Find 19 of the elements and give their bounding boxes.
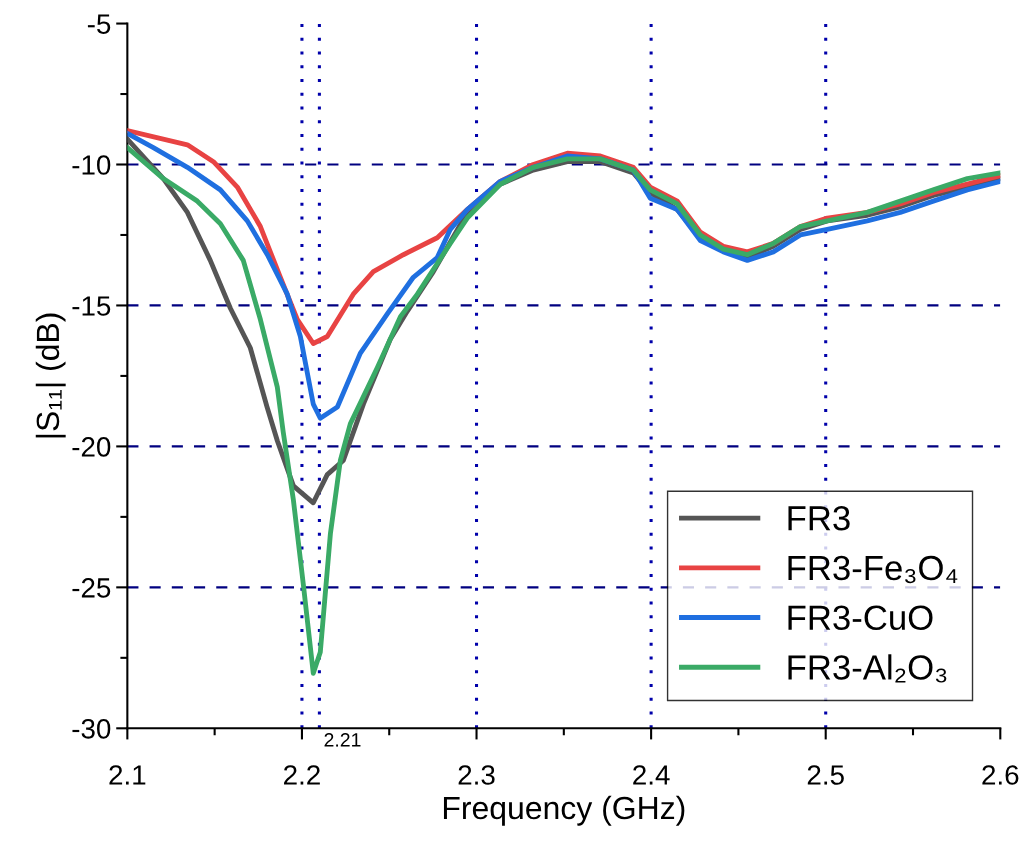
y-tick-label: -25: [72, 578, 111, 598]
x-tick-label: 2.2: [284, 765, 320, 785]
x-tick-label: 2.6: [982, 765, 1019, 785]
y-tick-label: -15: [72, 296, 111, 316]
y-tick-label: -30: [72, 718, 111, 739]
x-tick-label: 2.3: [458, 765, 495, 785]
x-tick-label: 2.4: [633, 765, 670, 785]
x-tick-label: 2.5: [807, 765, 844, 785]
y-tick-label: -20: [72, 437, 111, 457]
legend-label: FR3-Al₂O₃: [788, 654, 947, 683]
legend-label: FR3-CuO: [788, 605, 933, 631]
y-tick-label: -10: [72, 155, 111, 175]
legend-label: FR3: [788, 506, 850, 531]
y-tick-label: -5: [87, 14, 111, 34]
ref-line-label: 2.21: [324, 732, 361, 747]
x-tick-label: 2.1: [109, 765, 146, 785]
x-axis-title: Frequency (GHz): [443, 795, 685, 826]
y-axis-title: |S₁₁| (dB): [35, 313, 66, 438]
legend-label: FR3-Fe₃O₄: [788, 555, 958, 584]
